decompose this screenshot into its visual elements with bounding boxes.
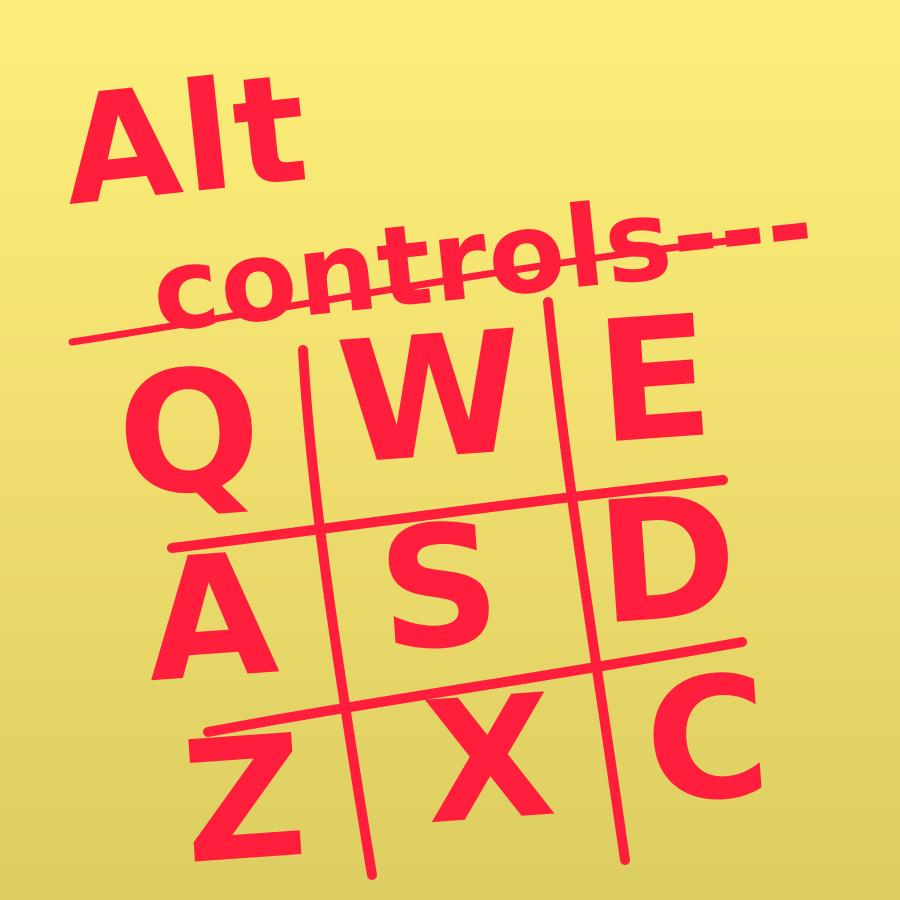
key-grid: Q W E A S D Z X C [111,278,775,900]
key-z: Z [177,698,312,900]
key-c: C [639,638,776,842]
grid-horizontal-line-bottom [203,637,747,737]
key-w: W [332,294,531,502]
grid-horizontal-line-top [167,475,728,553]
heading-underline [68,236,739,346]
grid-vertical-line-right [543,297,630,865]
key-s: S [372,486,506,690]
grid-vertical-line-left [298,345,377,880]
note-title: Alt [55,41,317,240]
grid-lines [167,297,747,880]
key-q: Q [111,330,267,535]
key-d: D [591,457,744,662]
key-x: X [418,658,561,863]
key-a: A [139,516,282,721]
key-e: E [590,278,718,482]
